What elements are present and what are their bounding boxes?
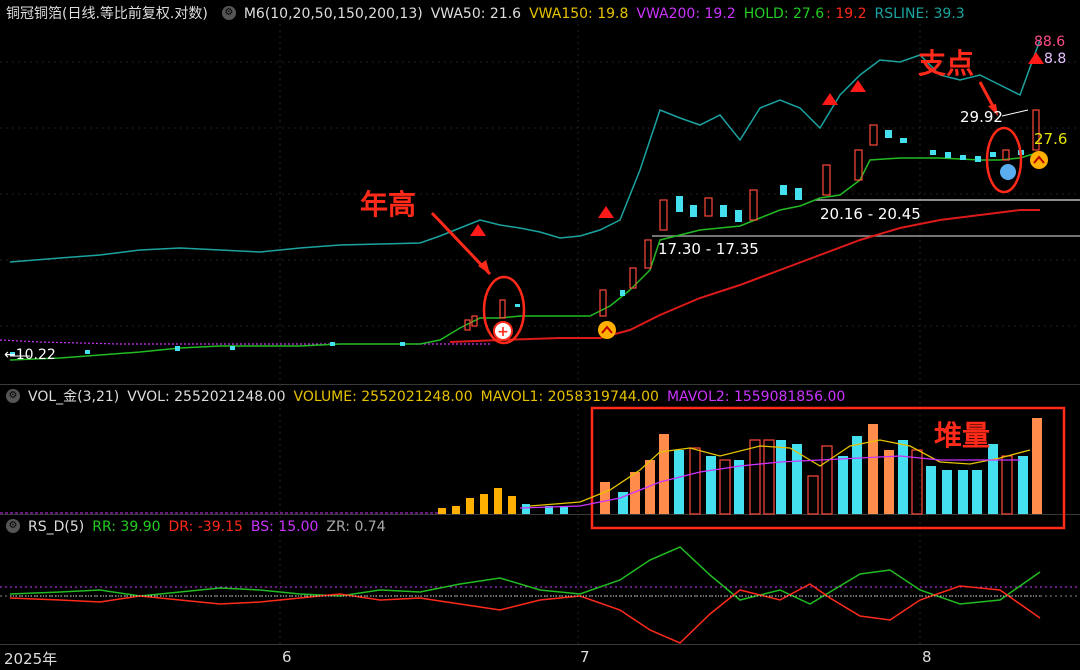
rsline-series	[9, 39, 1041, 263]
panel-separator	[0, 514, 1080, 515]
rsline-value: RSLINE: 39.3	[874, 6, 965, 22]
price-high-label: 29.92	[960, 108, 1003, 126]
year-high-annotation: 年高	[360, 188, 417, 221]
rs-header: ⚙ RS_D(5) RR: 39.90 DR: -39.15 BS: 15.00 ZR: …	[0, 515, 394, 539]
support-circle	[985, 126, 1023, 194]
arrow-icon	[1001, 109, 1029, 117]
volume-value: VOLUME: 2552021248.00	[293, 389, 473, 405]
price-header: 铜冠铜箔(日线.等比前复权.对数) ⚙ M6(10,20,50,150,200,13…	[0, 2, 973, 26]
support-annotation: 支点	[918, 47, 975, 80]
x-axis-label-aug: 8	[922, 648, 932, 666]
x-axis-label-jul: 7	[580, 648, 590, 666]
candles	[10, 109, 1040, 356]
up-chevron-icon	[1030, 151, 1048, 169]
signal-triangles	[470, 52, 1044, 236]
right-top2-label: 8.8	[1044, 51, 1067, 67]
hold2-value: : 19.2	[826, 6, 867, 22]
right-hold-label: 27.6	[1034, 130, 1068, 148]
settings-icon[interactable]: ⚙	[6, 519, 20, 533]
volume-bars	[438, 418, 1042, 515]
settings-icon[interactable]: ⚙	[221, 6, 236, 20]
m6-indicator[interactable]: M6(10,20,50,150,200,13)	[243, 6, 423, 22]
vwa150-value: VWA150: 19.8	[529, 6, 629, 22]
mavol1-value: MAVOL1: 2058319744.00	[480, 389, 659, 405]
panel-separator	[0, 644, 1080, 645]
blue-ball-icon	[1000, 164, 1016, 180]
stock-title: 铜冠铜箔(日线.等比前复权.对数)	[6, 6, 208, 22]
up-chevron-icon	[598, 321, 616, 339]
dr-value: DR: -39.15	[168, 519, 243, 535]
range1-label: 17.30 - 17.35	[658, 240, 759, 258]
rr-series	[9, 546, 1041, 605]
vwa200-value: VWA200: 19.2	[636, 6, 736, 22]
vvol-value: VVOL: 2552021248.00	[127, 389, 286, 405]
vwa50-value: VWA50: 21.6	[430, 6, 522, 22]
arrow-icon	[430, 211, 492, 276]
x-axis-label-jun: 6	[282, 648, 292, 666]
rr-value: RR: 39.90	[92, 519, 161, 535]
hold-series	[9, 151, 1041, 361]
svg-text:+: +	[497, 324, 509, 340]
vwa200-series	[449, 209, 1040, 343]
vol-indicator[interactable]: VOL_金(3,21)	[28, 389, 120, 405]
mavol2-value: MAVOL2: 1559081856.00	[666, 389, 846, 405]
volume-highlight-box	[590, 406, 1066, 530]
right-top-label: 88.6	[1034, 34, 1066, 50]
price-low-label: ←10.22	[4, 347, 56, 363]
range2-label: 20.16 - 20.45	[820, 205, 921, 223]
volume-annotation: 堆量	[934, 419, 991, 452]
settings-icon[interactable]: ⚙	[6, 389, 20, 403]
hold-value: HOLD: 27.6	[743, 6, 825, 22]
panel-separator	[0, 384, 1080, 385]
year-high-circle	[482, 275, 526, 345]
rs-indicator[interactable]: RS_D(5)	[28, 519, 85, 535]
x-axis-label-year: 2025年	[4, 650, 58, 668]
plus-marker-icon	[493, 321, 513, 341]
zr-value: ZR: 0.74	[326, 519, 386, 535]
volume-header: ⚙ VOL_金(3,21) VVOL: 2552021248.00 VOLUME: 2…	[0, 385, 853, 409]
bs-value: BS: 15.00	[250, 519, 319, 535]
